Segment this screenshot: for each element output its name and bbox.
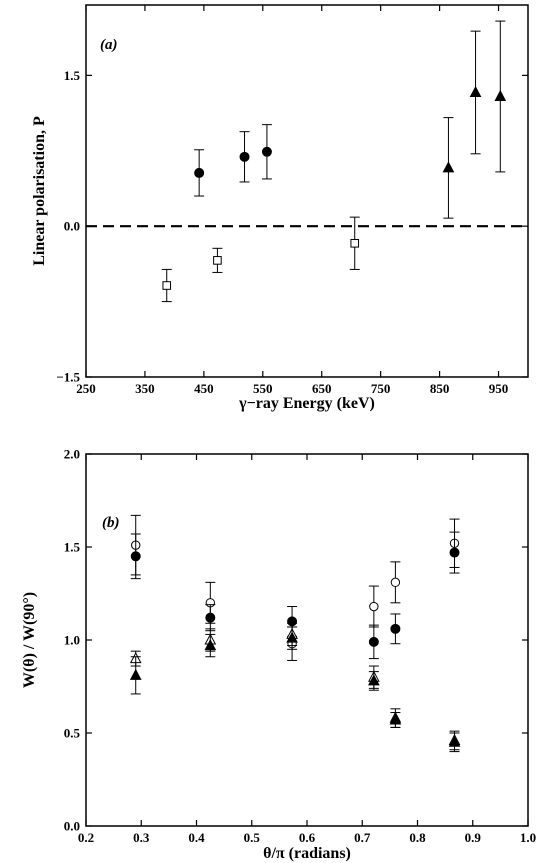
panel-b-x-tick-label: 0.5 — [244, 830, 261, 845]
panel-b-point-filled-triangle — [204, 639, 217, 651]
panel-a-point-filled-circle — [194, 167, 205, 178]
panel-a-point-filled-triangle — [469, 85, 482, 97]
panel-b-y-tick-label: 0.0 — [64, 819, 80, 834]
panel-b-label: (b) — [102, 515, 120, 531]
panel-a-x-tick-label: 750 — [371, 381, 391, 396]
panel-a-point-open-square — [350, 238, 360, 248]
panel-a: (a) γ−ray Energy (keV) Linear polarisati… — [31, 4, 529, 412]
panel-a-x-axis-label: γ−ray Energy (keV) — [238, 395, 375, 412]
panel-b-y-axis-label: W(θ) / W(90°) — [21, 592, 38, 688]
panel-b: (b) θ/π (radians) W(θ) / W(90°) 0.2 0.3 0.… — [21, 447, 536, 863]
panel-a-point-filled-triangle — [442, 161, 455, 173]
panel-b-x-tick-label: 0.6 — [299, 830, 316, 845]
panel-b-point-filled-circle — [390, 623, 401, 634]
panel-a-x-tick-label: 550 — [253, 381, 273, 396]
panel-a-y-tick-label: −1.5 — [56, 370, 80, 385]
panel-b-plot-frame — [85, 453, 529, 827]
panel-b-point-filled-triangle — [129, 668, 142, 680]
panel-a-x-tick-label: 350 — [135, 381, 155, 396]
panel-b-point-filled-triangle — [286, 631, 298, 643]
panel-a-point-open-square — [213, 256, 222, 265]
panel-b-y-tick-label: 1.5 — [64, 540, 81, 555]
panel-a-point-filled-triangle — [494, 89, 507, 101]
panel-a-x-tick-label: 850 — [430, 381, 450, 396]
panel-a-x-tick-label: 450 — [194, 381, 214, 396]
panel-a-marks: 250 350 450 550 650 750 850 950 −1.5 0.0 1.5 — [56, 5, 528, 396]
panel-b-point-filled-triangle — [368, 674, 380, 686]
panel-a-y-tick-label: 1.5 — [64, 68, 81, 83]
panel-b-point-filled-circle — [368, 636, 379, 647]
panel-b-x-tick-label: 0.2 — [78, 830, 94, 845]
panel-b-y-tick-label: 1.0 — [64, 633, 80, 648]
panel-b-point-open-circle — [369, 601, 379, 612]
panel-b-x-tick-label: 0.3 — [133, 830, 150, 845]
panel-b-x-tick-label: 0.8 — [409, 830, 426, 845]
panel-b-x-tick-label: 1.0 — [520, 830, 536, 845]
panel-b-x-tick-label: 0.9 — [465, 830, 482, 845]
panel-b-x-tick-label: 0.4 — [188, 830, 205, 845]
panel-b-point-filled-triangle — [389, 713, 402, 725]
panel-a-y-axis-label: Linear polarisation, P — [31, 116, 48, 266]
panel-a-point-open-square — [162, 281, 172, 290]
panel-a-point-filled-circle — [239, 151, 250, 162]
panel-b-point-filled-circle — [205, 612, 216, 623]
panel-b-x-axis-label: θ/π (radians) — [263, 845, 351, 862]
panel-b-y-tick-label: 2.0 — [64, 447, 80, 462]
panel-b-x-tick-label: 0.7 — [354, 830, 371, 845]
panel-b-point-filled-circle — [130, 551, 141, 562]
panel-b-y-tick-label: 0.5 — [64, 726, 81, 741]
panel-a-y-tick-label: 0.0 — [64, 219, 80, 234]
panel-a-x-tick-label: 650 — [312, 381, 332, 396]
panel-b-point-filled-triangle — [448, 735, 461, 747]
panel-b-marks: 0.2 0.3 0.4 0.5 0.6 0.7 0.8 0.9 1.0 0.0 0.5 1.0 1.5 2… — [64, 447, 536, 846]
panel-b-point-open-circle — [390, 577, 401, 588]
panel-a-x-tick-label: 250 — [76, 381, 96, 396]
panel-a-x-tick-label: 950 — [489, 381, 509, 396]
panel-a-label: (a) — [100, 37, 118, 53]
panel-a-point-filled-circle — [261, 146, 272, 157]
panel-a-plot-frame — [85, 4, 529, 378]
panel-b-point-filled-circle — [449, 547, 460, 558]
